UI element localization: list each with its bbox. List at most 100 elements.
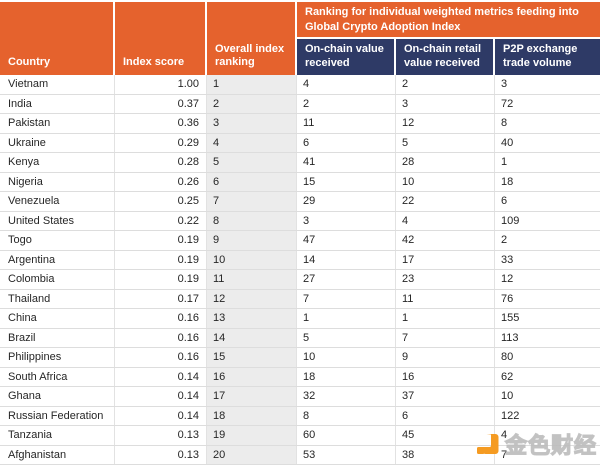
cell-country: Thailand: [0, 289, 115, 308]
cell-onchain-retail: 7: [396, 328, 495, 347]
cell-index-score: 0.16: [115, 328, 207, 347]
cell-country: Russian Federation: [0, 406, 115, 425]
cell-overall-rank: 16: [207, 367, 297, 386]
cell-overall-rank: 19: [207, 426, 297, 445]
cell-index-score: 0.22: [115, 211, 207, 230]
cell-onchain-value: 8: [297, 406, 396, 425]
cell-country: Venezuela: [0, 192, 115, 211]
table-row: Tanzania 0.13 19 60 45 4: [0, 426, 600, 446]
cell-onchain-value: 6: [297, 133, 396, 152]
cell-p2p-volume: 2: [501, 234, 508, 247]
cell-onchain-retail: 16: [396, 367, 495, 386]
cell-country: Nigeria: [0, 172, 115, 191]
cell-p2p-volume: 72: [501, 97, 514, 110]
cell-overall-rank: 17: [207, 387, 297, 406]
cell-onchain-retail: 1: [396, 309, 495, 328]
cell-overall-rank: 6: [207, 172, 297, 191]
cell-index-score: 0.13: [115, 426, 207, 445]
cell-p2p-volume: 40: [501, 136, 514, 149]
cell-index-score: 0.14: [115, 387, 207, 406]
cell-onchain-value: 14: [297, 250, 396, 269]
metrics-group-header: Ranking for individual weighted metrics …: [297, 2, 600, 39]
cell-index-score: 0.16: [115, 348, 207, 367]
cell-index-score: 0.19: [115, 250, 207, 269]
cell-onchain-value: 3: [297, 211, 396, 230]
cell-onchain-retail: 11: [396, 289, 495, 308]
cell-p2p-volume: 18: [501, 175, 514, 188]
table-row: Argentina 0.19 10 14 17 33: [0, 250, 600, 270]
cell-onchain-retail: 12: [396, 114, 495, 133]
cell-onchain-value: 7: [297, 289, 396, 308]
cell-onchain-value: 2: [297, 94, 396, 113]
cell-country: Kenya: [0, 153, 115, 172]
cell-country: India: [0, 94, 115, 113]
cell-p2p-volume: 113: [501, 331, 519, 344]
cell-overall-rank: 5: [207, 153, 297, 172]
cell-p2p-volume: 8: [501, 117, 508, 130]
cell-onchain-value: 60: [297, 426, 396, 445]
cell-index-score: 0.26: [115, 172, 207, 191]
cell-index-score: 0.14: [115, 406, 207, 425]
cell-index-score: 0.37: [115, 94, 207, 113]
cell-overall-rank: 10: [207, 250, 297, 269]
table-body: Vietnam 1.00 1 4 2 3 India 0.37 2 2 3 72 Pakistan 0.3…: [0, 75, 600, 465]
cell-country: South Africa: [0, 367, 115, 386]
column-header-p2p-volume: P2P exchange trade volume: [495, 39, 600, 75]
cell-onchain-retail: 38: [396, 445, 495, 464]
cell-onchain-retail: 2: [396, 75, 495, 94]
cell-onchain-value: 1: [297, 309, 396, 328]
table-row: South Africa 0.14 16 18 16 62: [0, 367, 600, 387]
cell-onchain-retail: 3: [396, 94, 495, 113]
cell-overall-rank: 3: [207, 114, 297, 133]
cell-p2p-volume: 10: [501, 390, 514, 403]
cell-p2p-volume: 12: [501, 273, 514, 286]
cell-country: United States: [0, 211, 115, 230]
cell-index-score: 0.14: [115, 367, 207, 386]
cell-onchain-retail: 22: [396, 192, 495, 211]
cell-index-score: 0.13: [115, 445, 207, 464]
table-row: Togo 0.19 9 47 42 2: [0, 231, 600, 251]
cell-index-score: 0.17: [115, 289, 207, 308]
cell-country: Colombia: [0, 270, 115, 289]
column-header-overall-ranking: Overall index ranking: [207, 2, 297, 75]
cell-p2p-volume: 155: [501, 312, 520, 325]
cell-onchain-retail: 9: [396, 348, 495, 367]
column-header-country: Country: [0, 2, 115, 75]
column-header-index-score: Index score: [115, 2, 207, 75]
cell-overall-rank: 18: [207, 406, 297, 425]
cell-country: Ukraine: [0, 133, 115, 152]
column-header-onchain-value: On-chain value received: [297, 39, 396, 75]
cell-onchain-value: 32: [297, 387, 396, 406]
cell-onchain-retail: 4: [396, 211, 495, 230]
table-row: Kenya 0.28 5 41 28 1: [0, 153, 600, 173]
cell-index-score: 0.19: [115, 231, 207, 250]
cell-onchain-value: 41: [297, 153, 396, 172]
cell-onchain-retail: 37: [396, 387, 495, 406]
cell-p2p-volume: 80: [501, 351, 514, 364]
cell-overall-rank: 9: [207, 231, 297, 250]
cell-overall-rank: 12: [207, 289, 297, 308]
table-header: Country Index score Overall index rankin…: [0, 0, 600, 75]
cell-onchain-retail: 17: [396, 250, 495, 269]
cell-country: Pakistan: [0, 114, 115, 133]
cell-p2p-volume: 33: [501, 253, 514, 266]
cell-overall-rank: 2: [207, 94, 297, 113]
cell-p2p-volume: 3: [501, 78, 508, 91]
table-row: Venezuela 0.25 7 29 22 6: [0, 192, 600, 212]
table-row: India 0.37 2 2 3 72: [0, 94, 600, 114]
cell-p2p-volume: 122: [501, 409, 520, 422]
cell-onchain-retail: 42: [396, 231, 495, 250]
cell-onchain-value: 18: [297, 367, 396, 386]
metrics-header-group: Ranking for individual weighted metrics …: [297, 2, 600, 75]
cell-p2p-volume: 7: [501, 448, 508, 461]
cell-onchain-value: 27: [297, 270, 396, 289]
table-row: Afghanistan 0.13 20 53 38 7: [0, 445, 600, 465]
cell-country: Afghanistan: [0, 445, 115, 464]
cell-index-score: 0.16: [115, 309, 207, 328]
cell-overall-rank: 13: [207, 309, 297, 328]
cell-onchain-value: 5: [297, 328, 396, 347]
cell-index-score: 0.28: [115, 153, 207, 172]
cell-overall-rank: 4: [207, 133, 297, 152]
cell-index-score: 0.25: [115, 192, 207, 211]
column-header-onchain-retail: On-chain retail value received: [396, 39, 495, 75]
